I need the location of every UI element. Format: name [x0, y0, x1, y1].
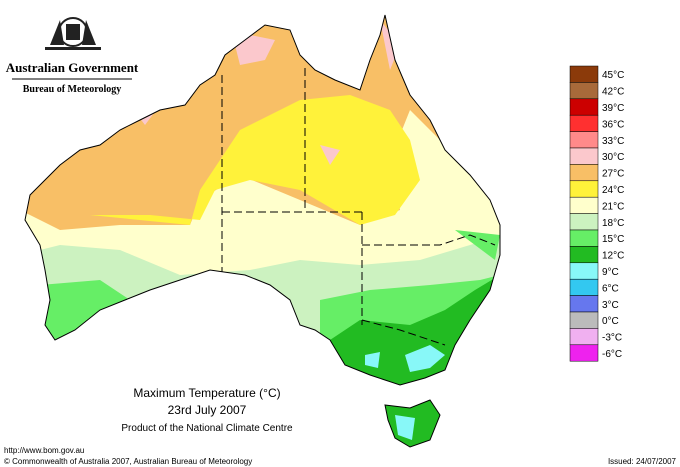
legend-swatch — [569, 164, 599, 182]
legend-label: 39°C — [602, 103, 624, 114]
legend-swatch — [569, 180, 599, 198]
map-date: 23rd July 2007 — [168, 403, 247, 417]
legend-label: 18°C — [602, 218, 624, 229]
legend-swatch — [569, 82, 599, 100]
legend-swatch — [569, 98, 599, 116]
footer-copyright: © Commonwealth of Australia 2007, Austra… — [4, 457, 252, 466]
legend-swatch — [569, 311, 599, 329]
gov-name: Australian Government — [6, 60, 139, 75]
legend-label: 33°C — [602, 136, 624, 147]
legend-label: 45°C — [602, 70, 624, 81]
legend-label: 9°C — [602, 267, 619, 278]
legend: 45°C 42°C 39°C 36°C 33°C 30°C 27°C 24°C 21°C 18°C… — [569, 65, 624, 362]
legend-swatch — [569, 131, 599, 149]
legend-label: 12°C — [602, 251, 624, 262]
legend-label: 21°C — [602, 201, 624, 212]
agency-name: Bureau of Meteorology — [23, 84, 122, 95]
map-product: Product of the National Climate Centre — [121, 423, 293, 434]
legend-swatch — [569, 147, 599, 165]
legend-label: 0°C — [602, 316, 619, 327]
legend-swatch — [569, 229, 599, 247]
legend-swatch — [569, 328, 599, 346]
legend-swatch — [569, 65, 599, 83]
legend-swatch — [569, 246, 599, 264]
legend-label: 36°C — [602, 119, 624, 130]
legend-swatch — [569, 295, 599, 313]
legend-label: 42°C — [602, 87, 624, 98]
legend-swatch — [569, 196, 599, 214]
legend-swatch — [569, 278, 599, 296]
footer-url: http://www.bom.gov.au — [4, 446, 84, 455]
legend-label: 15°C — [602, 234, 624, 245]
tasmania — [384, 399, 441, 448]
legend-swatch — [569, 213, 599, 231]
legend-label: 24°C — [602, 185, 624, 196]
legend-swatch — [569, 114, 599, 132]
legend-swatch — [569, 262, 599, 280]
footer-issued: Issued: 24/07/2007 — [608, 457, 677, 466]
legend-label: 30°C — [602, 152, 624, 163]
legend-label: 6°C — [602, 283, 619, 294]
legend-label: 27°C — [602, 169, 624, 180]
legend-label: -3°C — [602, 333, 622, 344]
legend-label: -6°C — [602, 349, 622, 360]
legend-label: 3°C — [602, 300, 619, 311]
legend-swatch — [569, 344, 599, 362]
map-title: Maximum Temperature (°C) — [133, 386, 280, 400]
crest — [45, 17, 101, 50]
